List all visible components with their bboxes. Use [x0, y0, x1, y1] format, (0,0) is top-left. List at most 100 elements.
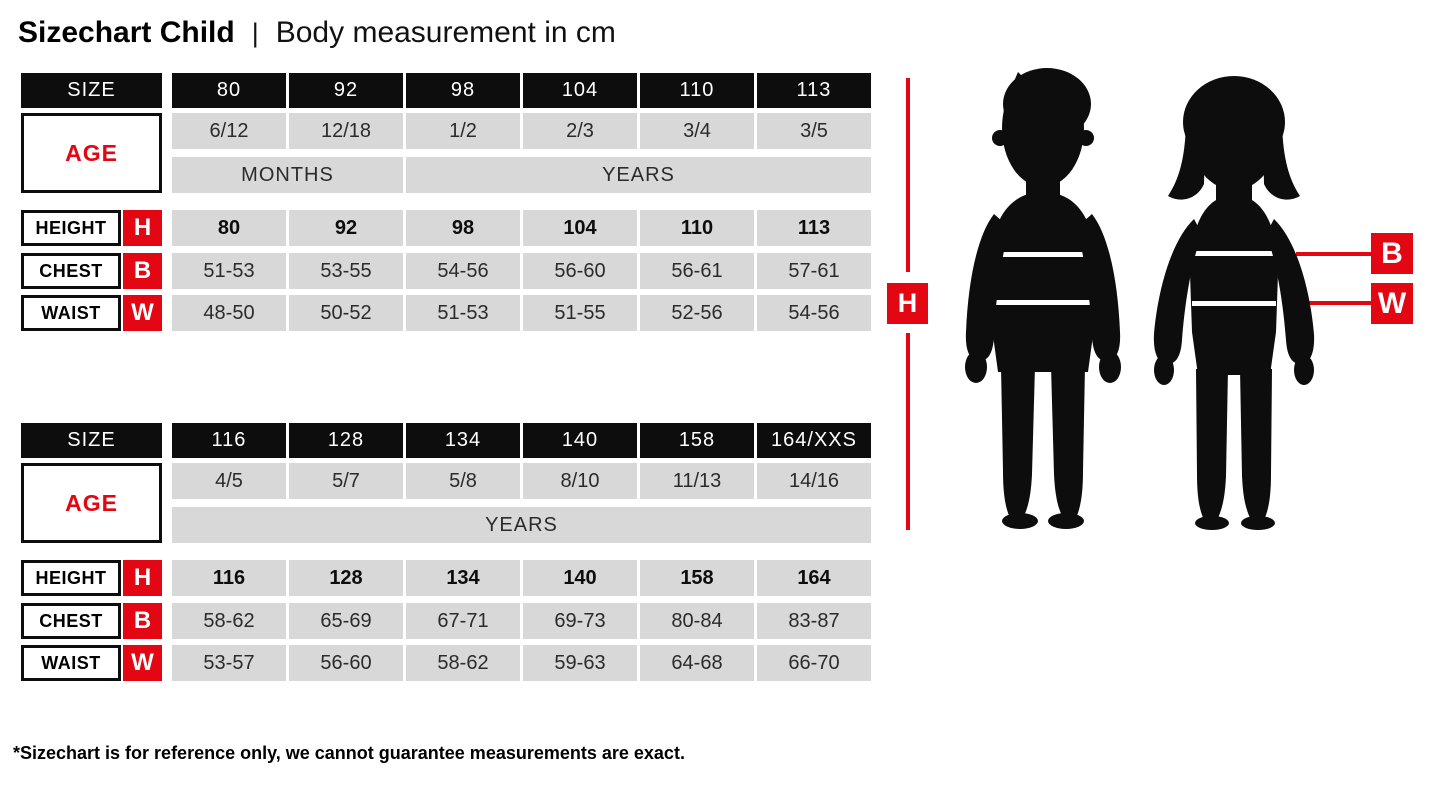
waist-value: 48-50	[172, 295, 286, 331]
age-header-label: AGE	[21, 463, 162, 543]
chest-marker-badge: B	[1371, 233, 1413, 274]
size-value: 128	[289, 423, 403, 458]
chest-pointer-line	[1296, 252, 1371, 256]
chest-value: 83-87	[757, 603, 871, 639]
age-value: 5/7	[289, 463, 403, 499]
age-value: 14/16	[757, 463, 871, 499]
waist-value: 56-60	[289, 645, 403, 681]
waist-value: 54-56	[757, 295, 871, 331]
size-value: 134	[406, 423, 520, 458]
height-measure-line-top	[906, 78, 910, 272]
waist-value: 58-62	[406, 645, 520, 681]
page-title: Sizechart Child | Body measurement in cm	[18, 16, 616, 50]
size-value: 110	[640, 73, 754, 108]
age-unit-months: MONTHS	[172, 157, 403, 193]
chest-value: 54-56	[406, 253, 520, 289]
size-value: 140	[523, 423, 637, 458]
chest-badge: B	[123, 603, 162, 639]
row-label-height: HEIGHT	[21, 210, 121, 246]
height-value: 110	[640, 210, 754, 246]
height-value: 164	[757, 560, 871, 596]
size-value: 158	[640, 423, 754, 458]
waist-value: 64-68	[640, 645, 754, 681]
size-value: 104	[523, 73, 637, 108]
age-unit-years: YEARS	[406, 157, 871, 193]
boy-chest-line	[989, 252, 1097, 257]
height-badge: H	[123, 210, 162, 246]
height-value: 104	[523, 210, 637, 246]
size-value: 164/XXS	[757, 423, 871, 458]
age-value: 6/12	[172, 113, 286, 149]
row-label-waist: WAIST	[21, 295, 121, 331]
age-value: 12/18	[289, 113, 403, 149]
age-value: 3/5	[757, 113, 871, 149]
chest-value: 65-69	[289, 603, 403, 639]
chest-badge: B	[123, 253, 162, 289]
height-value: 158	[640, 560, 754, 596]
chest-value: 69-73	[523, 603, 637, 639]
age-value: 4/5	[172, 463, 286, 499]
age-header-label: AGE	[21, 113, 162, 193]
size-value: 116	[172, 423, 286, 458]
row-label-chest: CHEST	[21, 253, 121, 289]
height-measure-line-bottom	[906, 333, 910, 530]
chest-value: 53-55	[289, 253, 403, 289]
boy-waist-line	[991, 300, 1095, 305]
age-value: 2/3	[523, 113, 637, 149]
height-value: 128	[289, 560, 403, 596]
waist-value: 51-55	[523, 295, 637, 331]
size-value: 92	[289, 73, 403, 108]
waist-badge: W	[123, 295, 162, 331]
waist-value: 50-52	[289, 295, 403, 331]
height-value: 80	[172, 210, 286, 246]
size-header-label: SIZE	[21, 73, 162, 108]
waist-value: 53-57	[172, 645, 286, 681]
chest-value: 51-53	[172, 253, 286, 289]
chest-value: 56-61	[640, 253, 754, 289]
size-value: 80	[172, 73, 286, 108]
age-unit-years: YEARS	[172, 507, 871, 543]
sizechart-table-small: SIZE 80 92 98 104 110 113 AGE 6/12 12/18…	[21, 73, 871, 331]
waist-value: 52-56	[640, 295, 754, 331]
height-value: 98	[406, 210, 520, 246]
waist-marker-badge: W	[1371, 283, 1413, 324]
size-value: 113	[757, 73, 871, 108]
chest-value: 57-61	[757, 253, 871, 289]
waist-pointer-line	[1302, 301, 1371, 305]
height-badge: H	[123, 560, 162, 596]
title-separator: |	[251, 18, 259, 48]
waist-value: 66-70	[757, 645, 871, 681]
height-value: 92	[289, 210, 403, 246]
height-marker-badge: H	[887, 283, 928, 324]
size-header-label: SIZE	[21, 423, 162, 458]
age-value: 3/4	[640, 113, 754, 149]
page-title-subtitle: Body measurement in cm	[275, 16, 616, 49]
chest-value: 80-84	[640, 603, 754, 639]
waist-value: 51-53	[406, 295, 520, 331]
sizechart-table-large: SIZE 116 128 134 140 158 164/XXS AGE 4/5…	[21, 423, 871, 681]
row-label-chest: CHEST	[21, 603, 121, 639]
row-label-height: HEIGHT	[21, 560, 121, 596]
girl-chest-line	[1189, 251, 1279, 256]
age-value: 1/2	[406, 113, 520, 149]
height-value: 134	[406, 560, 520, 596]
row-label-waist: WAIST	[21, 645, 121, 681]
chest-value: 56-60	[523, 253, 637, 289]
age-value: 5/8	[406, 463, 520, 499]
girl-silhouette	[1153, 76, 1315, 530]
disclaimer-note: *Sizechart is for reference only, we can…	[13, 743, 685, 763]
size-value: 98	[406, 73, 520, 108]
age-value: 8/10	[523, 463, 637, 499]
boy-silhouette	[965, 68, 1121, 529]
age-value: 11/13	[640, 463, 754, 499]
girl-waist-line	[1192, 301, 1276, 306]
page-title-main: Sizechart Child	[18, 16, 235, 49]
chest-value: 58-62	[172, 603, 286, 639]
chest-value: 67-71	[406, 603, 520, 639]
height-value: 140	[523, 560, 637, 596]
height-value: 113	[757, 210, 871, 246]
waist-badge: W	[123, 645, 162, 681]
height-value: 116	[172, 560, 286, 596]
waist-value: 59-63	[523, 645, 637, 681]
